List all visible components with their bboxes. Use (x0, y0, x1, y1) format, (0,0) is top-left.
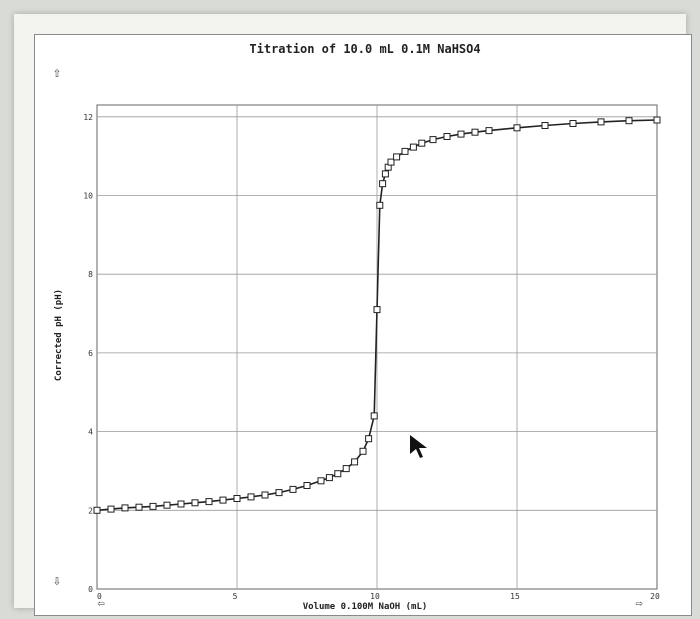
data-point-marker (541, 122, 549, 129)
y-axis-label: Corrected pH (pH) (54, 289, 64, 381)
grid-lines (97, 105, 657, 589)
data-point-marker (513, 124, 521, 132)
data-point-marker (485, 127, 493, 135)
data-point-marker (191, 499, 199, 507)
data-point-marker (387, 158, 395, 166)
data-point-marker (233, 495, 241, 502)
data-point-marker (289, 485, 297, 493)
data-point-marker (107, 505, 115, 513)
x-scale-left-icon[interactable]: ⇦ (97, 596, 104, 610)
data-point-marker (177, 500, 185, 508)
data-point-marker (219, 496, 227, 504)
y-tick-label: 12 (83, 113, 93, 122)
y-tick-label: 10 (83, 192, 93, 201)
data-point-marker (325, 474, 333, 482)
y-tick-label: 4 (88, 428, 93, 437)
data-point-marker (376, 201, 384, 209)
tick-labels: 0 5 10 15 20 0 2 4 6 8 10 12 (83, 113, 660, 601)
data-point-marker (409, 143, 417, 151)
data-point-marker (597, 118, 605, 126)
x-tick-label: 10 (370, 592, 380, 601)
data-point-marker (429, 136, 437, 144)
data-point-marker (334, 470, 342, 478)
chart-title: Titration of 10.0 mL 0.1M NaHSO4 (249, 42, 480, 56)
data-point-marker (569, 120, 577, 127)
data-point-marker (247, 493, 255, 501)
data-point-marker (653, 116, 661, 124)
data-point-marker (359, 447, 367, 455)
data-point-marker (443, 133, 451, 140)
data-point-marker (393, 153, 401, 161)
data-point-marker (351, 458, 359, 466)
data-point-marker (370, 412, 378, 420)
x-tick-label: 15 (510, 592, 520, 601)
x-tick-label: 20 (650, 592, 660, 601)
data-point-marker (365, 435, 373, 443)
data-point-marker (317, 477, 325, 485)
data-markers (93, 116, 661, 514)
y-scale-up-icon[interactable]: ⇧ (53, 65, 61, 81)
data-point-marker (379, 180, 387, 188)
data-point-marker (303, 482, 311, 489)
x-scale-right-icon[interactable]: ⇨ (635, 596, 643, 610)
data-point-marker (135, 503, 143, 511)
y-tick-label: 6 (88, 349, 93, 358)
data-point-marker (625, 117, 633, 125)
data-point-marker (163, 501, 171, 509)
x-tick-label: 0 (97, 592, 102, 601)
data-point-marker (373, 306, 381, 314)
data-point-marker (401, 147, 409, 155)
data-point-marker (149, 502, 157, 510)
y-tick-label: 2 (88, 506, 93, 515)
y-tick-label: 8 (88, 270, 93, 279)
data-point-marker (261, 491, 269, 499)
data-point-marker (471, 128, 479, 136)
monitor-screen: Titration of 10.0 mL 0.1M NaHSO4 Correct… (14, 14, 692, 616)
titration-chart: Titration of 10.0 mL 0.1M NaHSO4 Correct… (53, 42, 661, 612)
data-point-marker (121, 504, 129, 512)
data-point-marker (275, 489, 283, 497)
data-point-marker (93, 506, 101, 514)
plot-window: Titration of 10.0 mL 0.1M NaHSO4 Correct… (34, 34, 692, 616)
x-tick-label: 5 (233, 592, 238, 601)
data-point-marker (342, 465, 350, 473)
mouse-cursor-icon (410, 435, 427, 458)
y-tick-label: 0 (88, 585, 93, 594)
data-point-marker (457, 130, 465, 138)
data-point-marker (418, 139, 426, 147)
x-axis-label: Volume 0.100M NaOH (mL) (303, 602, 428, 612)
data-point-marker (381, 170, 389, 178)
data-point-marker (205, 498, 213, 506)
y-scale-down-icon[interactable]: ⇩ (53, 573, 61, 589)
